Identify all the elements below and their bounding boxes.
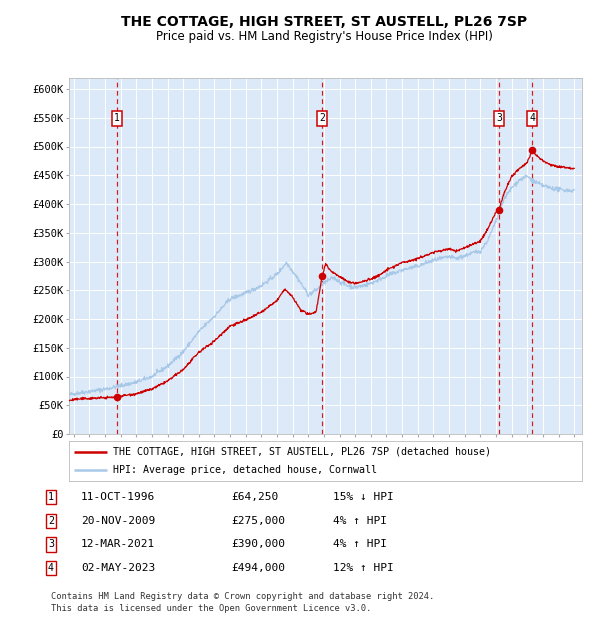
Text: 1: 1 [48, 492, 54, 502]
Text: This data is licensed under the Open Government Licence v3.0.: This data is licensed under the Open Gov… [51, 603, 371, 613]
Text: THE COTTAGE, HIGH STREET, ST AUSTELL, PL26 7SP: THE COTTAGE, HIGH STREET, ST AUSTELL, PL… [121, 16, 527, 30]
Text: THE COTTAGE, HIGH STREET, ST AUSTELL, PL26 7SP (detached house): THE COTTAGE, HIGH STREET, ST AUSTELL, PL… [113, 447, 491, 457]
Text: Contains HM Land Registry data © Crown copyright and database right 2024.: Contains HM Land Registry data © Crown c… [51, 592, 434, 601]
Text: 3: 3 [496, 113, 502, 123]
Text: 1: 1 [114, 113, 120, 123]
Text: 2: 2 [48, 516, 54, 526]
Text: £494,000: £494,000 [231, 563, 285, 573]
Text: 11-OCT-1996: 11-OCT-1996 [81, 492, 155, 502]
Text: 12-MAR-2021: 12-MAR-2021 [81, 539, 155, 549]
Text: 4: 4 [48, 563, 54, 573]
Text: HPI: Average price, detached house, Cornwall: HPI: Average price, detached house, Corn… [113, 465, 377, 475]
Text: 15% ↓ HPI: 15% ↓ HPI [333, 492, 394, 502]
Text: 4: 4 [529, 113, 535, 123]
Text: £64,250: £64,250 [231, 492, 278, 502]
Text: 3: 3 [48, 539, 54, 549]
Text: 4% ↑ HPI: 4% ↑ HPI [333, 539, 387, 549]
Text: Price paid vs. HM Land Registry's House Price Index (HPI): Price paid vs. HM Land Registry's House … [155, 30, 493, 43]
Text: 4% ↑ HPI: 4% ↑ HPI [333, 516, 387, 526]
Text: 12% ↑ HPI: 12% ↑ HPI [333, 563, 394, 573]
Text: £390,000: £390,000 [231, 539, 285, 549]
Text: £275,000: £275,000 [231, 516, 285, 526]
Text: 02-MAY-2023: 02-MAY-2023 [81, 563, 155, 573]
Text: 2: 2 [319, 113, 325, 123]
Text: 20-NOV-2009: 20-NOV-2009 [81, 516, 155, 526]
